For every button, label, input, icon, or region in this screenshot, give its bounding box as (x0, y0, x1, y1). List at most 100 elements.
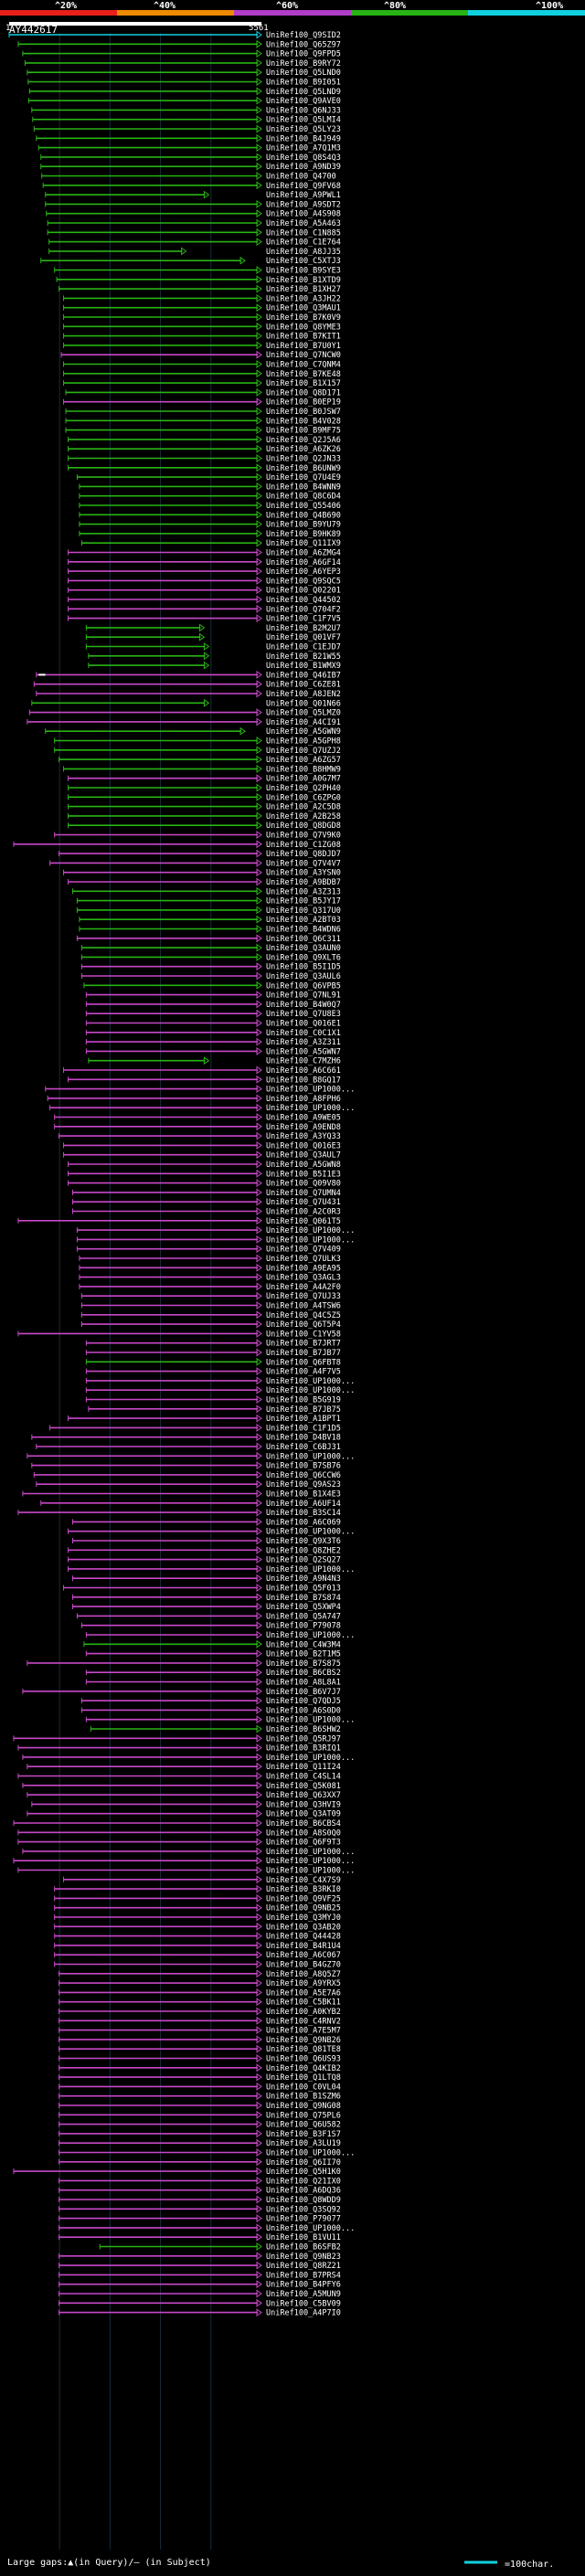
hit-end-arrow (256, 472, 262, 482)
scale-bar-60 (234, 10, 351, 16)
hit-end-arrow (256, 39, 262, 48)
hit-label: UniRef100_Q3SQ92 (266, 2205, 341, 2214)
hit-label: UniRef100_Q5K081 (266, 1782, 341, 1791)
hit-end-arrow (256, 1113, 262, 1121)
hit-end-arrow (256, 1875, 262, 1884)
hit-label: UniRef100_B6UNW9 (266, 464, 341, 473)
hit-end-arrow (256, 332, 262, 341)
hit-label: UniRef100_B7SB76 (266, 1462, 341, 1471)
hit-label: UniRef100_Q9NB26 (266, 2036, 341, 2045)
hit-label: UniRef100_Q46IB7 (266, 671, 341, 680)
hit-label: UniRef100_Q8DJD7 (266, 850, 341, 859)
hit-label: UniRef100_Q7NL91 (266, 991, 341, 1001)
hit-end-arrow (256, 1254, 262, 1263)
hit-end-arrow (256, 1009, 262, 1018)
query-bar (9, 22, 261, 26)
hit-end-arrow (256, 2026, 262, 2035)
hit-label: UniRef100_Q5LMI4 (266, 116, 341, 125)
hit-label: UniRef100_A5GWN8 (266, 1161, 341, 1170)
hit-end-arrow (256, 586, 262, 595)
hit-end-arrow (198, 623, 206, 632)
hit-end-arrow (256, 2054, 262, 2062)
hit-label: UniRef100_B5G919 (266, 1396, 341, 1405)
hit-end-arrow (256, 1320, 262, 1329)
hit-label: UniRef100_Q3AUN0 (266, 944, 341, 953)
hit-label: UniRef100_B7KIT1 (266, 333, 341, 342)
hit-label: UniRef100_C5XTJ3 (266, 257, 341, 266)
hit-end-arrow (256, 1744, 262, 1753)
hit-label: UniRef100_C4RNV2 (266, 2017, 341, 2026)
hit-label: UniRef100_Q7V4V7 (266, 859, 341, 868)
hit-end-arrow (256, 1470, 262, 1479)
hit-label: UniRef100_Q81TE8 (266, 2045, 341, 2054)
hit-label: UniRef100_Q7UZJ2 (266, 747, 341, 756)
hit-label: UniRef100_Q061T5 (266, 1217, 341, 1226)
hit-end-arrow (256, 1922, 262, 1931)
hit-label: UniRef100_Q317U0 (266, 906, 341, 916)
hit-label: UniRef100_C4SL14 (266, 1773, 341, 1782)
hit-end-arrow (256, 1950, 262, 1959)
hit-end-arrow (256, 1847, 262, 1856)
hit-end-arrow (256, 1941, 262, 1950)
hit-label: UniRef100_A4F7V5 (266, 1368, 341, 1377)
hit-end-arrow (256, 398, 262, 407)
hit-label: UniRef100_A4A2F0 (266, 1283, 341, 1292)
hit-label: UniRef100_Q5RJ97 (266, 1734, 341, 1744)
scale-label-20: ^20% (55, 1, 78, 11)
hit-end-arrow (256, 1282, 262, 1291)
hit-end-arrow (256, 1216, 262, 1225)
hit-label: UniRef100_B1XTD9 (266, 276, 341, 285)
hit-end-arrow (256, 1357, 262, 1366)
hit-label: UniRef100_C6BJ31 (266, 1443, 341, 1452)
hit-end-arrow (256, 1451, 262, 1460)
hit-label: UniRef100_Q11IX9 (266, 539, 341, 548)
hit-end-arrow (256, 1630, 262, 1639)
hit-label: UniRef100_Q7U4E9 (266, 473, 341, 482)
hit-end-arrow (256, 1131, 262, 1140)
hit-label: UniRef100_A3LU19 (266, 2139, 341, 2148)
hit-end-arrow (256, 1508, 262, 1517)
hit-end-arrow (256, 1273, 262, 1282)
hit-end-arrow (256, 2242, 262, 2251)
hit-end-arrow (256, 143, 262, 153)
hit-end-arrow (239, 256, 246, 265)
hit-end-arrow (256, 1611, 262, 1620)
hit-end-arrow (256, 1555, 262, 1564)
hit-label: UniRef100_A3YSN0 (266, 869, 341, 878)
hit-end-arrow (256, 444, 262, 453)
hit-label: UniRef100_UP1000... (266, 1848, 355, 1857)
gap-mark (38, 673, 46, 676)
hit-label: UniRef100_A2BT03 (266, 916, 341, 925)
hit-end-arrow (256, 811, 262, 821)
hit-end-arrow (256, 1160, 262, 1169)
hit-label: UniRef100_B7PRS4 (266, 2271, 341, 2280)
hit-label: UniRef100_Q6F9T3 (266, 1839, 341, 1848)
hit-label: UniRef100_B8GQ17 (266, 1076, 341, 1085)
hit-end-arrow (256, 378, 262, 387)
hit-label: UniRef100_C7MZH6 (266, 1057, 341, 1066)
hit-label: UniRef100_B0JSW7 (266, 408, 341, 417)
hit-end-arrow (256, 2252, 262, 2261)
hit-end-arrow (256, 2092, 262, 2101)
hit-end-arrow (256, 284, 262, 293)
hit-label: UniRef100_A8Q5Z7 (266, 1970, 341, 1979)
scale-label-60: ^60% (276, 1, 299, 11)
hit-label: UniRef100_A9PWL1 (266, 191, 341, 200)
hit-end-arrow (256, 1978, 262, 1988)
hit-end-arrow (256, 2082, 262, 2091)
hit-label: UniRef100_C4W3M4 (266, 1640, 341, 1649)
hit-end-arrow (256, 1838, 262, 1847)
hit-end-arrow (256, 1913, 262, 1922)
hit-label: UniRef100_A5GWN9 (266, 727, 341, 737)
hit-end-arrow (256, 831, 262, 839)
hit-label: UniRef100_A5GWN7 (266, 1047, 341, 1056)
hit-label: UniRef100_Q6CCW6 (266, 1471, 341, 1480)
hit-label: UniRef100_B9HK89 (266, 530, 341, 539)
hit-label: UniRef100_B7U0Y1 (266, 342, 341, 351)
hit-label: UniRef100_Q01VF7 (266, 633, 341, 642)
hit-label: UniRef100_Q4B690 (266, 511, 341, 520)
hit-label: UniRef100_C4X7S9 (266, 1876, 341, 1885)
hit-label: UniRef100_B2T1M5 (266, 1650, 341, 1659)
hit-label: UniRef100_Q9FV68 (266, 182, 341, 191)
